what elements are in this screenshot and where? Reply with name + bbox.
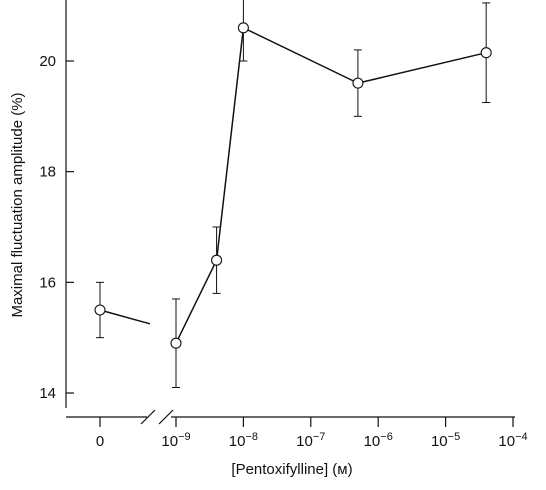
y-tick-label: 18 (39, 164, 56, 181)
x-axis-break-mark-right (158, 409, 174, 425)
x-tick-label: 0 (96, 433, 104, 450)
data-point (170, 337, 182, 349)
x-tick-label: 10−9 (161, 431, 190, 450)
x-tick-label: 10−8 (229, 431, 258, 450)
series-line-zero-segment (99, 309, 151, 325)
x-tick-label: 10−7 (296, 431, 325, 450)
series-line (175, 26, 487, 344)
x-ticks: 0 10−9 10−8 10−7 10−6 10−5 10−4 (96, 417, 528, 450)
y-axis-label: Maximal fluctuation amplitude (%) (9, 92, 26, 317)
series (94, 0, 492, 388)
x-axis-break-mark-left (140, 409, 156, 425)
data-point (237, 22, 249, 34)
data-point (211, 254, 223, 266)
x-tick-label: 10−5 (431, 431, 460, 450)
y-tick-label: 14 (39, 385, 56, 402)
x-axis-label: [Pentoxifylline] (м) (231, 461, 352, 478)
x-tick-label: 10−4 (498, 431, 527, 450)
y-ticks: 14 16 18 20 (39, 53, 74, 402)
data-point (94, 304, 106, 316)
data-point (480, 47, 492, 59)
y-tick-label: 20 (39, 53, 56, 70)
x-tick-label: 10−6 (364, 431, 393, 450)
data-point (352, 77, 364, 89)
y-tick-label: 16 (39, 274, 56, 291)
